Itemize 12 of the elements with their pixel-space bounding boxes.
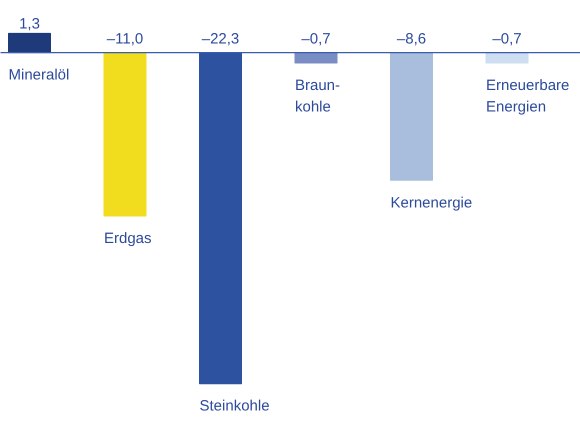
x-tick-label: Erneuerbare Energien [486, 77, 570, 116]
x-tick-label: Kernenergie [390, 194, 472, 212]
data-label: –8,6 [396, 30, 426, 48]
x-tick-label: Braun- kohle [295, 77, 340, 116]
x-tick-label: Steinkohle [200, 398, 270, 415]
x-tick-label: Mineralöl [8, 66, 70, 84]
data-label: –11,0 [106, 30, 144, 48]
data-label: 1,3 [19, 15, 40, 32]
x-tick-label: Erdgas [104, 230, 152, 247]
data-label: –0,7 [301, 30, 331, 48]
data-label: –0,7 [492, 30, 522, 48]
data-label: –22,3 [202, 30, 240, 48]
